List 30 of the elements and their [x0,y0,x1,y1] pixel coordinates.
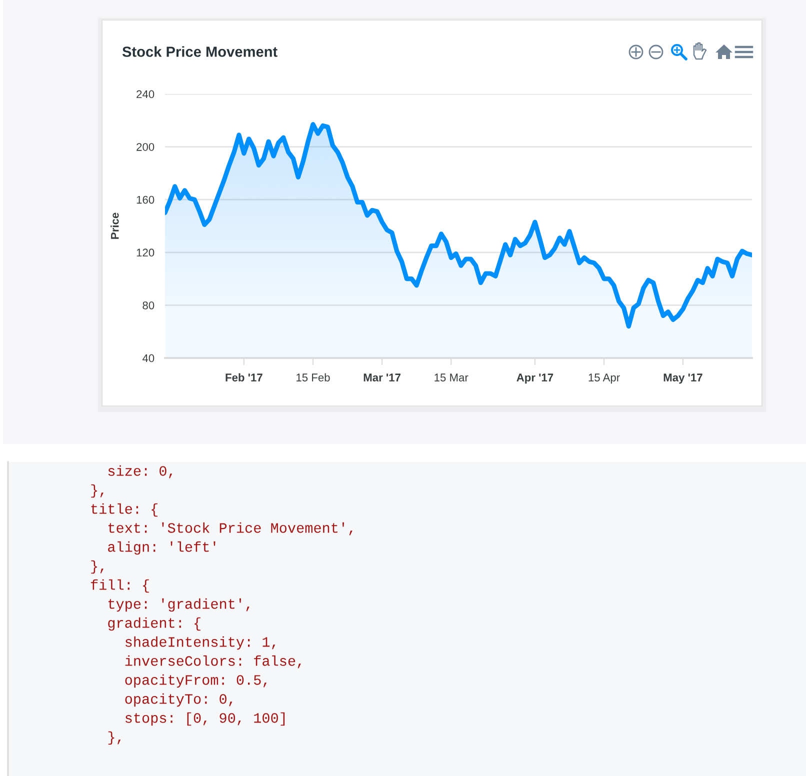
text: opacityFrom: 0.5, [125,674,267,688]
x-tick-label: 15 Apr [588,374,620,384]
x-tick-label: 15 Feb [296,373,330,382]
text: align: 'left' [108,541,216,555]
text: shadeIntensity: 1, [126,636,276,650]
y-tick-label: 40 [142,354,154,362]
y-tick-label: 160 [136,196,154,204]
y-tick-label: 120 [136,248,154,257]
text: inverseColors: false, [125,655,301,668]
text: text: 'Stock Price Movement', [108,522,352,536]
x-tick-label: Feb '17 [226,373,262,382]
text: type: 'gradient', [108,598,250,612]
text: opacityTo: 0, [125,693,232,707]
y-tick-label: 240 [136,90,154,98]
chart-title: Stock Price Movement [122,46,278,57]
y-tick-label: 200 [136,143,154,151]
text: }, [91,484,104,498]
text: gradient: { [108,617,200,631]
text: size: 0, [108,465,172,478]
y-tick-label: 80 [142,301,154,310]
x-tick-label: May '17 [664,374,702,384]
x-tick-label: Mar '17 [364,374,400,382]
text: title: { [91,503,158,517]
x-tick-label: 15 Mar [434,374,468,382]
text: stops: [0, 90, 100] [126,712,285,726]
text: }, [91,560,104,574]
text: fill: { [90,579,149,593]
y-axis-title: Price [110,212,119,239]
text: }, [108,731,121,745]
x-tick-label: Apr '17 [516,374,554,384]
